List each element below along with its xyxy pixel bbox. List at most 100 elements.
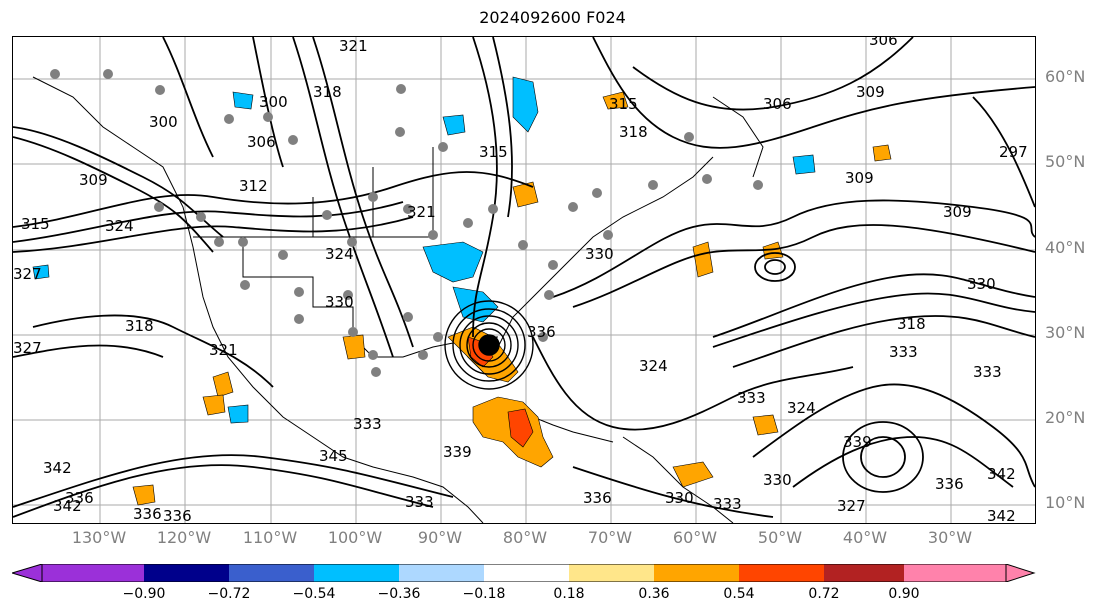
- contour-label: 339: [443, 443, 472, 461]
- colorbar-extend-high: [1005, 564, 1036, 582]
- contour-label: 342: [53, 497, 82, 515]
- contour-label: 309: [943, 203, 972, 221]
- contour-label: 318: [897, 315, 926, 333]
- contour-label: 300: [259, 93, 288, 111]
- contour-label: 318: [619, 123, 648, 141]
- contour-label: 306: [247, 133, 276, 151]
- contour-label: 342: [987, 465, 1016, 483]
- contour-label: 324: [325, 245, 354, 263]
- colorbar-bin: [144, 564, 229, 582]
- contour-label: 327: [13, 265, 42, 283]
- contour-label: 345: [319, 447, 348, 465]
- contour-label: 318: [125, 317, 154, 335]
- contour-label: 336: [527, 323, 556, 341]
- lon-label-30w: 30°W: [927, 528, 973, 547]
- colorbar-tick: −0.18: [462, 586, 506, 602]
- contour-label: 315: [21, 215, 50, 233]
- lon-label-50w: 50°W: [757, 528, 803, 547]
- contour-label: 309: [79, 171, 108, 189]
- colorbar-tick: 0.54: [723, 586, 755, 602]
- contour-label: 336: [163, 507, 192, 523]
- colorbar-tick: −0.36: [377, 586, 421, 602]
- contour-label: 321: [407, 203, 436, 221]
- coastlines: [32, 76, 764, 523]
- colorbar-tick: −0.72: [207, 586, 251, 602]
- lat-label-60n: 60°N: [1045, 67, 1086, 86]
- contour-label: 336: [935, 475, 964, 493]
- lon-label-100w: 100°W: [327, 528, 383, 547]
- contour-label: 315: [609, 95, 638, 113]
- colorbar-tick: 0.72: [808, 586, 840, 602]
- colorbar-tick: 0.90: [888, 586, 920, 602]
- contour-label: 300: [149, 113, 178, 131]
- contour-label: 330: [585, 245, 614, 263]
- colorbar-bin: [399, 564, 484, 582]
- contour-label: 336: [583, 489, 612, 507]
- colorbar-bin: [824, 564, 904, 582]
- contour-lines: [13, 37, 1035, 518]
- colorbar-bin: [484, 564, 569, 582]
- colorbar-bin: [739, 564, 824, 582]
- contour-label: 306: [869, 37, 898, 49]
- contour-label: 333: [973, 363, 1002, 381]
- colorbar-bin: [314, 564, 399, 582]
- map-panel: 321 300 306 300 309 312 324 315 327 318 …: [12, 36, 1036, 524]
- contour-label: 306: [763, 95, 792, 113]
- contour-label: 336: [133, 505, 162, 523]
- map-title: 2024092600 F024: [479, 8, 626, 27]
- contour-label: 336: [65, 489, 94, 507]
- contour-label: 324: [105, 217, 134, 235]
- contour-label: 330: [665, 489, 694, 507]
- contour-label: 333: [889, 343, 918, 361]
- contour-label: 333: [713, 495, 742, 513]
- contour-label-group: 321 300 306 300 309 312 324 315 327 318 …: [13, 37, 1028, 523]
- lon-label-70w: 70°W: [587, 528, 633, 547]
- lon-label-120w: 120°W: [156, 528, 212, 547]
- contour-label: 330: [763, 471, 792, 489]
- station-markers: [50, 69, 763, 377]
- colorbar-tick: −0.54: [292, 586, 336, 602]
- colorbar-bin: [654, 564, 739, 582]
- contour-label: 312: [239, 177, 268, 195]
- contour-label: 321: [339, 37, 368, 55]
- lon-label-40w: 40°W: [842, 528, 888, 547]
- colorbar-tick: 0.36: [638, 586, 670, 602]
- contour-label: 309: [845, 169, 874, 187]
- cyclone-rings: [444, 300, 534, 390]
- lat-label-50n: 50°N: [1045, 152, 1086, 171]
- colorbar-tick: −0.90: [122, 586, 166, 602]
- contour-label: 342: [987, 507, 1016, 523]
- contour-label: 333: [737, 389, 766, 407]
- colorbar-bin: [569, 564, 654, 582]
- shaded-fields: [32, 76, 892, 506]
- colorbar-tick: 0.18: [553, 586, 585, 602]
- contour-label: 315: [479, 143, 508, 161]
- contour-label: 333: [353, 415, 382, 433]
- contour-label: 318: [313, 83, 342, 101]
- contour-label: 330: [967, 275, 996, 293]
- lat-label-20n: 20°N: [1045, 408, 1086, 427]
- lat-label-10n: 10°N: [1045, 493, 1086, 512]
- colorbar-bin: [904, 564, 1006, 582]
- contour-label: 330: [325, 293, 354, 311]
- colorbar-bin: [229, 564, 314, 582]
- lon-label-110w: 110°W: [242, 528, 298, 547]
- contour-label: 309: [856, 83, 885, 101]
- colorbar: [12, 564, 1036, 582]
- contour-label: 342: [43, 459, 72, 477]
- lon-label-80w: 80°W: [502, 528, 548, 547]
- map-canvas: 321 300 306 300 309 312 324 315 327 318 …: [13, 37, 1035, 523]
- lat-label-40n: 40°N: [1045, 238, 1086, 257]
- contour-label: 327: [837, 497, 866, 515]
- colorbar-bin: [42, 564, 144, 582]
- lat-label-30n: 30°N: [1045, 323, 1086, 342]
- contour-label: 321: [209, 341, 238, 359]
- contour-label: 324: [639, 357, 668, 375]
- contour-label: 339: [843, 433, 872, 451]
- contour-label: 327: [13, 339, 42, 357]
- lon-label-60w: 60°W: [672, 528, 718, 547]
- lon-label-130w: 130°W: [71, 528, 127, 547]
- contour-label: 297: [999, 143, 1028, 161]
- lon-label-90w: 90°W: [417, 528, 463, 547]
- contour-label: 324: [787, 399, 816, 417]
